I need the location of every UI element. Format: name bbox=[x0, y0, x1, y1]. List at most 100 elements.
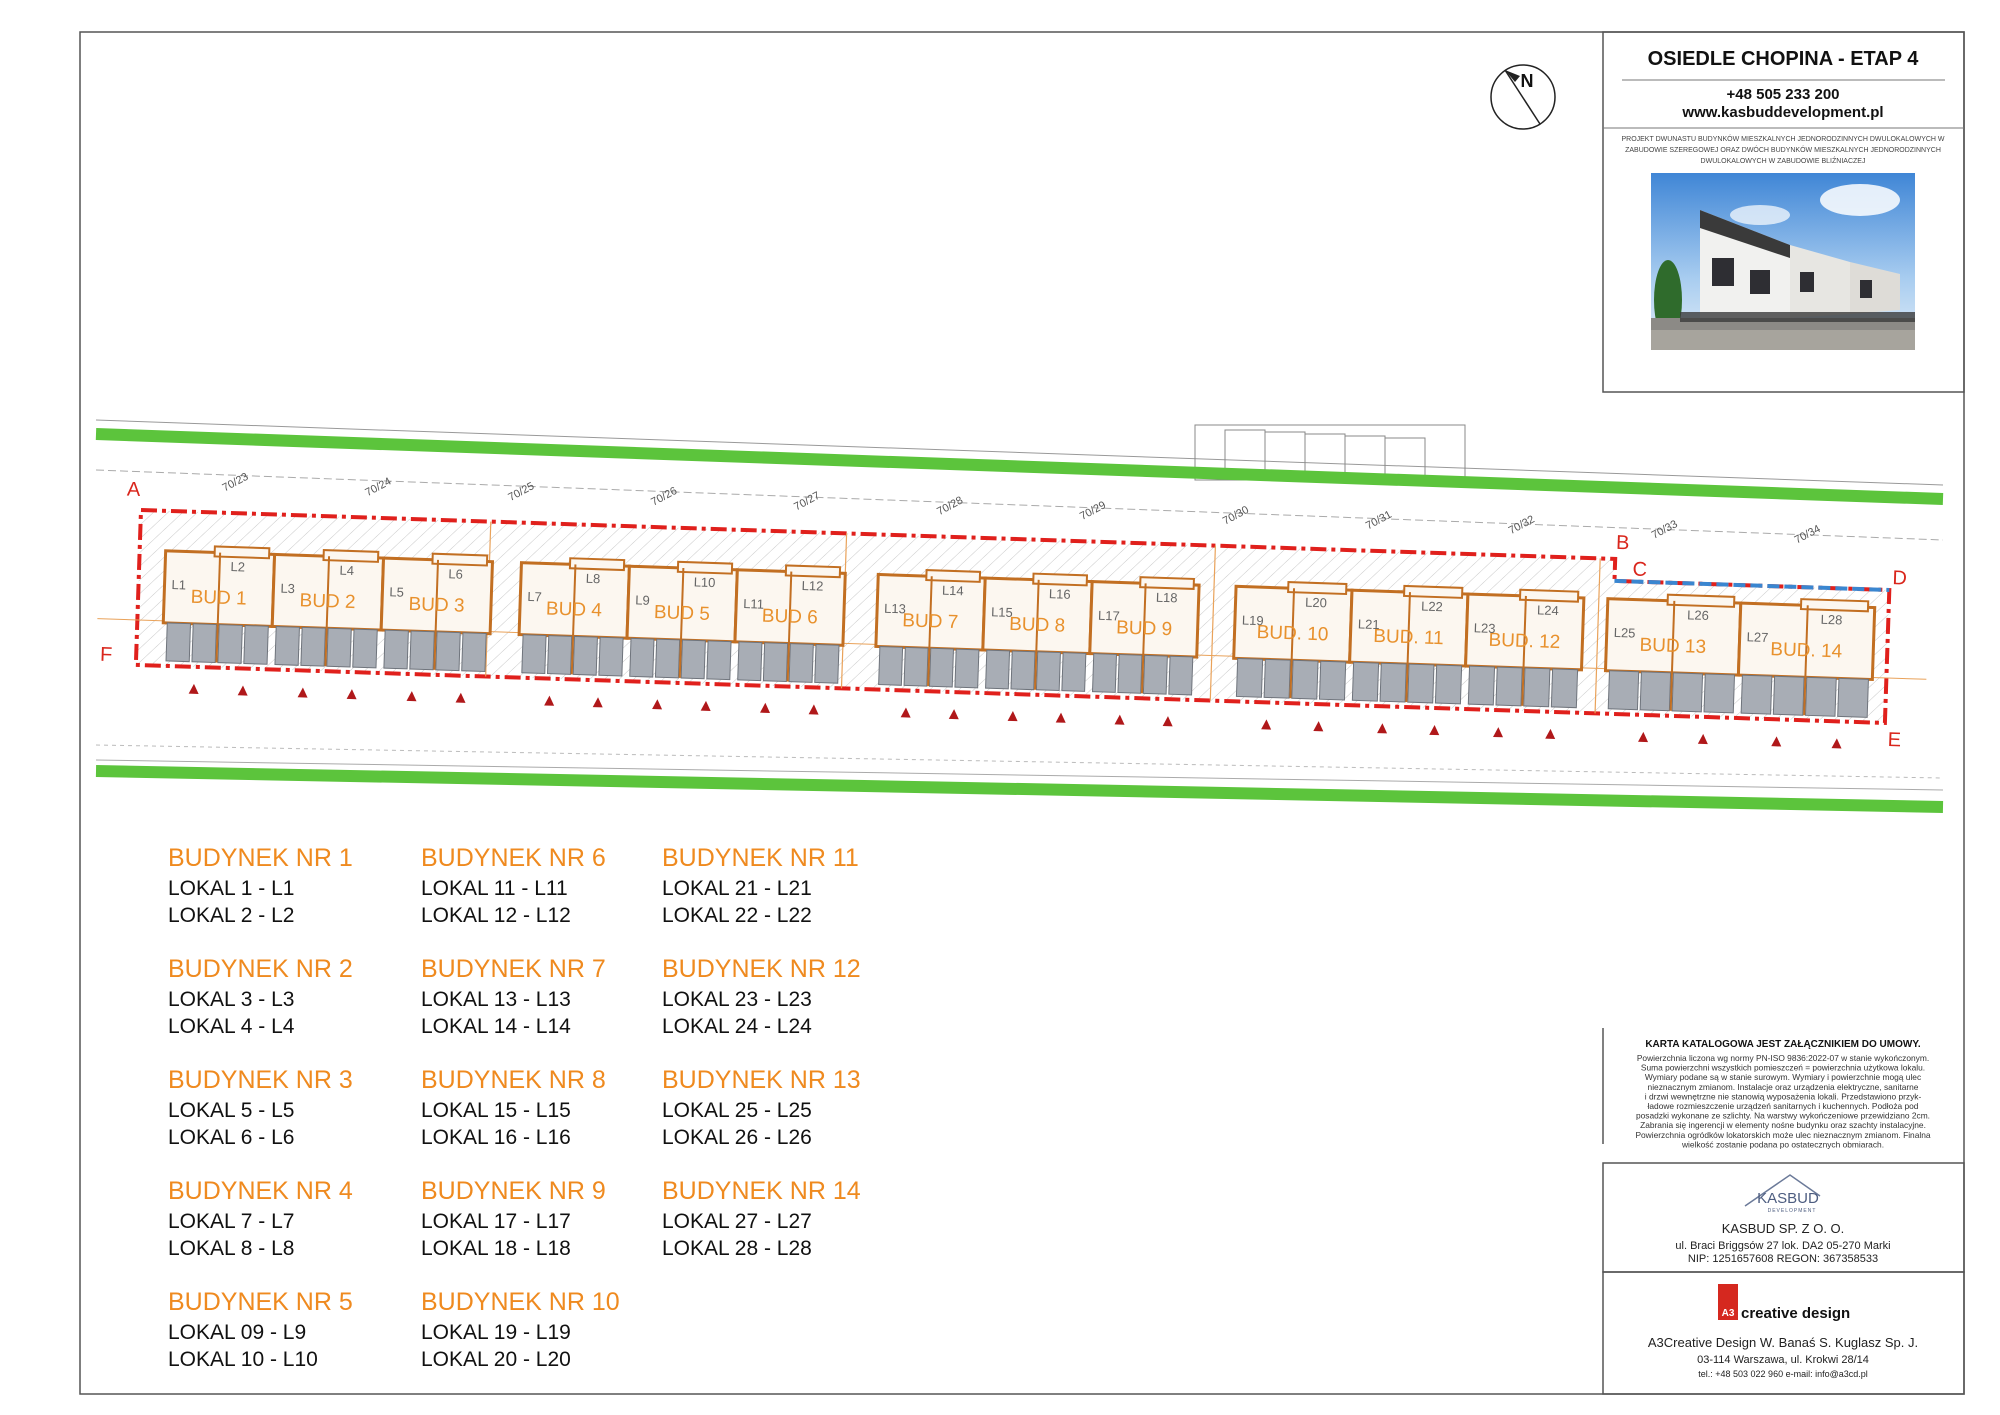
garage bbox=[546, 635, 573, 675]
window bbox=[1800, 272, 1814, 292]
cloud bbox=[1730, 205, 1790, 225]
developer-ids: NIP: 1251657608 REGON: 367358533 bbox=[1688, 1253, 1878, 1265]
building: BUD 2 L3 L4 bbox=[270, 549, 386, 700]
parcel-label: 70/26 bbox=[649, 485, 679, 509]
developer-name: KASBUD SP. Z O. O. bbox=[1722, 1221, 1845, 1236]
developer-logo-sub: DEVELOPMENT bbox=[1768, 1208, 1817, 1214]
building: BUD 1 L1 L2 bbox=[161, 545, 277, 696]
garage bbox=[1351, 661, 1380, 702]
unit-label: L19 bbox=[1242, 613, 1264, 629]
developer-logo: KASBUD bbox=[1757, 1190, 1819, 1207]
entrance-marker bbox=[1162, 716, 1173, 727]
unit-label: L15 bbox=[991, 604, 1013, 620]
note-line: wielkość zostanie podana po ostatecznych… bbox=[1681, 1139, 1884, 1149]
unit-divider bbox=[1289, 588, 1296, 699]
building-label: BUD. 12 bbox=[1488, 630, 1560, 653]
house bbox=[1850, 262, 1900, 314]
entrance-marker bbox=[1007, 711, 1018, 722]
legend-line: LOKAL 17 - L17 bbox=[421, 1210, 571, 1233]
garage bbox=[1117, 653, 1143, 694]
building-label: BUD 4 bbox=[546, 598, 603, 621]
house-roof bbox=[1700, 210, 1790, 258]
legend-group: BUDYNEK NR 10 LOKAL 19 - L19 LOKAL 20 - L2… bbox=[421, 1288, 620, 1371]
garage bbox=[788, 643, 814, 683]
point-label: C bbox=[1632, 558, 1647, 580]
building-label: BUD 9 bbox=[1116, 617, 1173, 640]
unit-divider bbox=[678, 567, 685, 678]
window bbox=[1860, 280, 1872, 298]
frame bbox=[79, 31, 1965, 1395]
legend-line: LOKAL 10 - L10 bbox=[168, 1348, 318, 1371]
unit-label: L16 bbox=[1049, 586, 1071, 602]
note-line: Suma powierzchni wszystkich pomieszczeń … bbox=[1641, 1063, 1925, 1073]
description-line: DWULOKALOWYCH W ZABUDOWIE BLIŹNIACZEJ bbox=[1701, 156, 1866, 165]
legend-line: LOKAL 25 - L25 bbox=[662, 1099, 812, 1122]
legend-title: BUDYNEK NR 3 bbox=[168, 1066, 353, 1094]
garage bbox=[300, 626, 326, 667]
parcel-label: 70/32 bbox=[1507, 513, 1537, 537]
building-wing bbox=[1403, 584, 1464, 599]
legend-group: BUDYNEK NR 11 LOKAL 21 - L21 LOKAL 22 - L2… bbox=[662, 844, 859, 927]
garage bbox=[1495, 666, 1523, 707]
unit-label: L25 bbox=[1614, 625, 1636, 641]
garage bbox=[383, 629, 409, 670]
legend-title: BUDYNEK NR 10 bbox=[421, 1288, 620, 1316]
unit-label: L23 bbox=[1474, 620, 1496, 636]
lot-line bbox=[1209, 545, 1217, 701]
compass-arrow bbox=[1505, 70, 1520, 82]
legend-line: LOKAL 28 - L28 bbox=[662, 1237, 812, 1260]
legend-title: BUDYNEK NR 13 bbox=[662, 1066, 861, 1094]
designer-logo-mark-text: A3 bbox=[1722, 1308, 1735, 1319]
legend-group: BUDYNEK NR 2 LOKAL 3 - L3 LOKAL 4 - L4 bbox=[168, 955, 353, 1038]
legend-title: BUDYNEK NR 8 bbox=[421, 1066, 606, 1094]
entrance-marker bbox=[1831, 738, 1842, 749]
unit-label: L13 bbox=[884, 601, 906, 617]
legend-title: BUDYNEK NR 14 bbox=[662, 1177, 861, 1205]
legend-line: LOKAL 19 - L19 bbox=[421, 1321, 571, 1344]
entrance-marker bbox=[1697, 733, 1708, 745]
note-line: ładowe rozmieszczenie urządzeń sanitarny… bbox=[1648, 1101, 1919, 1111]
legend-title: BUDYNEK NR 9 bbox=[421, 1177, 606, 1205]
entrance-marker bbox=[455, 692, 466, 703]
building-label: BUD 8 bbox=[1009, 614, 1066, 637]
legend-group: BUDYNEK NR 5 LOKAL 09 - L9 LOKAL 10 - L10 bbox=[168, 1288, 353, 1371]
garage bbox=[274, 626, 300, 666]
garage bbox=[572, 635, 598, 676]
cloud bbox=[1820, 184, 1900, 216]
building-label: BUD. 14 bbox=[1770, 639, 1843, 662]
designer-contact: tel.: +48 503 022 960 e-mail: info@a3cd.… bbox=[1698, 1369, 1868, 1379]
garage bbox=[409, 630, 435, 671]
phone: +48 505 233 200 bbox=[1726, 86, 1839, 103]
building-wing bbox=[1666, 593, 1736, 608]
legend-title: BUDYNEK NR 6 bbox=[421, 844, 606, 872]
building-wing bbox=[568, 557, 626, 572]
title: OSIEDLE CHOPINA - ETAP 4 bbox=[1648, 48, 1920, 70]
legend-line: LOKAL 2 - L2 bbox=[168, 904, 294, 927]
garage bbox=[1379, 662, 1407, 703]
entrance-marker bbox=[544, 695, 555, 706]
building-label: BUD 1 bbox=[190, 587, 247, 610]
legend-line: LOKAL 12 - L12 bbox=[421, 904, 571, 927]
garage bbox=[1235, 657, 1264, 698]
entrance-marker bbox=[297, 687, 308, 698]
legend-line: LOKAL 11 - L11 bbox=[421, 877, 568, 900]
unit-label: L3 bbox=[280, 581, 295, 596]
parcel-label: 70/34 bbox=[1793, 523, 1823, 547]
parcel-label: 70/31 bbox=[1364, 509, 1394, 533]
note-line: Wymiary podane są w stanie surowym. Wymi… bbox=[1645, 1072, 1921, 1082]
designer-logo: creative design bbox=[1741, 1305, 1850, 1322]
building-wing bbox=[322, 549, 380, 563]
unit-divider bbox=[1521, 595, 1527, 706]
unit-divider bbox=[1140, 583, 1147, 694]
legend-group: BUDYNEK NR 7 LOKAL 13 - L13 LOKAL 14 - L14 bbox=[421, 955, 606, 1038]
building-label: BUD. 11 bbox=[1373, 626, 1444, 649]
garage bbox=[814, 643, 840, 684]
legend-line: LOKAL 3 - L3 bbox=[168, 988, 294, 1011]
garage bbox=[1607, 670, 1640, 711]
entrance-marker bbox=[1313, 721, 1324, 732]
garage bbox=[762, 642, 789, 683]
garage bbox=[1772, 675, 1805, 716]
